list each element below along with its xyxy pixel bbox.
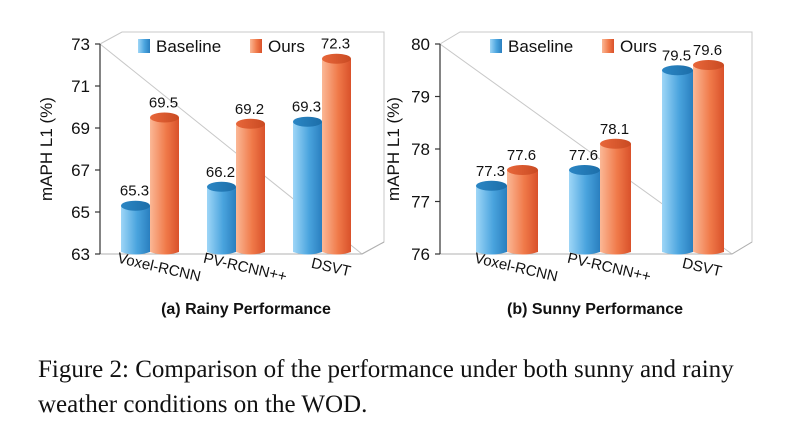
legend-label: Ours [268, 37, 305, 56]
bar-top-baseline [569, 165, 600, 175]
figure-caption: Figure 2: Comparison of the performance … [38, 356, 734, 418]
category-label: PV-RCNN++ [202, 250, 289, 286]
category-label: Voxel-RCNN [473, 250, 560, 286]
legend-swatch-ours [602, 39, 614, 53]
y-tick-label: 63 [71, 245, 90, 264]
y-axis-label: mAPH L1 (%) [384, 97, 403, 201]
chart-title: (a) Rainy Performance [161, 301, 331, 318]
data-label: 79.5 [662, 47, 691, 64]
legend-swatch-baseline [138, 39, 150, 53]
bar-top-ours [693, 60, 724, 70]
bar-baseline [476, 185, 507, 255]
bar-top-baseline [207, 181, 236, 192]
legend-label: Baseline [508, 37, 573, 56]
y-tick-label: 67 [71, 161, 90, 180]
data-label: 69.5 [149, 95, 178, 112]
data-label: 78.1 [600, 121, 629, 138]
data-label: 77.6 [569, 147, 598, 164]
bar-ours [236, 123, 265, 255]
y-tick-label: 69 [71, 119, 90, 138]
y-tick-label: 76 [411, 245, 430, 264]
category-label: DSVT [681, 255, 724, 281]
chart-title: (b) Sunny Performance [507, 301, 683, 318]
bar-baseline [121, 205, 150, 255]
bar-ours [693, 65, 724, 255]
data-label: 77.3 [476, 163, 505, 180]
legend-swatch-baseline [490, 39, 502, 53]
y-tick-label: 65 [71, 203, 90, 222]
y-tick-label: 80 [411, 35, 430, 54]
bar-top-baseline [662, 65, 693, 76]
bar-top-ours [150, 112, 179, 123]
legend-swatch-ours [250, 39, 262, 53]
bar-ours [150, 117, 179, 255]
data-label: 66.2 [206, 164, 235, 181]
bar-top-baseline [121, 200, 150, 211]
bar-top-ours [507, 165, 538, 175]
bar-baseline [569, 170, 600, 255]
data-label: 79.6 [693, 42, 722, 59]
y-tick-label: 79 [411, 88, 430, 107]
bar-top-baseline [293, 116, 322, 127]
bar-ours [322, 58, 351, 255]
data-label: 77.6 [507, 147, 536, 164]
bar-top-baseline [476, 180, 507, 191]
data-label: 72.3 [321, 36, 350, 53]
y-tick-label: 77 [411, 193, 430, 212]
bar-ours [507, 170, 538, 255]
bar-ours [600, 143, 631, 255]
y-tick-label: 73 [71, 35, 90, 54]
bar-baseline [662, 70, 693, 255]
bar-baseline [207, 186, 236, 255]
floor-edge [731, 241, 753, 255]
y-tick-label: 78 [411, 140, 430, 159]
category-label: DSVT [310, 255, 353, 281]
data-label: 69.2 [235, 101, 264, 118]
floor-edge [361, 241, 385, 255]
legend-label: Ours [620, 37, 657, 56]
bar-top-ours [600, 138, 631, 149]
category-label: Voxel-RCNN [116, 250, 203, 286]
data-label: 69.3 [292, 99, 321, 116]
y-axis-label: mAPH L1 (%) [37, 97, 56, 201]
bar-top-ours [322, 53, 351, 64]
bar-baseline [293, 121, 322, 255]
legend-label: Baseline [156, 37, 221, 56]
chart-rainy: 63 65 67 69 71 73 mAPH L1 (%) 65.3 69.5 Voxel-RCN… [37, 31, 385, 318]
y-tick-label: 71 [71, 77, 90, 96]
bar-top-ours [236, 118, 265, 129]
data-label: 65.3 [120, 183, 149, 200]
category-label: PV-RCNN++ [566, 250, 653, 286]
